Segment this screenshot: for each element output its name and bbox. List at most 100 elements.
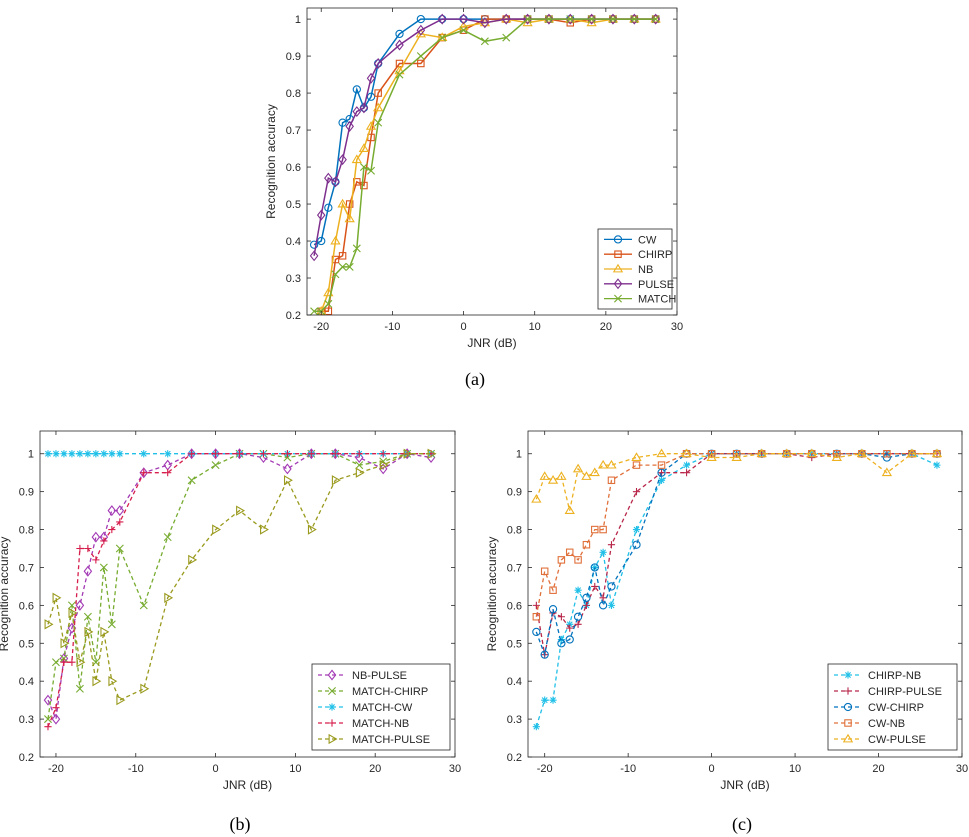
point-cw-chirp: [657, 468, 666, 477]
panel-c: -20 -10 0 10 20 30 0.2 0.3 0.4 0.5 0.6 0.7 0.8 0.9 1 J…: [485, 430, 968, 835]
x-tick-label: -10: [128, 763, 144, 775]
x-tick-label: 30: [956, 763, 968, 775]
point-match-nb: [60, 658, 68, 666]
x-tick-label: 0: [709, 763, 715, 775]
x-tick-label: 20: [872, 763, 884, 775]
point-pulse: [437, 13, 447, 25]
x-tick-label: 0: [460, 321, 466, 333]
point-pulse: [366, 72, 376, 84]
point-match-cw: [100, 450, 108, 458]
point-match-chirp: [187, 476, 196, 485]
point-nb: [522, 17, 533, 27]
point-nb-pulse: [283, 463, 292, 475]
point-cw-nb: [632, 461, 641, 469]
point-pulse: [501, 13, 511, 25]
point-cw-pulse: [881, 467, 893, 477]
legend-label-cw: CW: [638, 234, 657, 246]
point-nb-pulse: [51, 713, 61, 725]
point-match-chirp: [355, 461, 364, 470]
y-tick-label: 0.3: [19, 714, 34, 726]
point-match: [523, 15, 532, 24]
y-tick-label: 0.9: [19, 487, 34, 499]
x-tick-label: 10: [529, 321, 541, 333]
legend-label-cw-nb: CW-NB: [868, 718, 905, 730]
point-match-chirp: [115, 544, 124, 553]
point-match-pulse: [355, 467, 365, 478]
point-match-cw: [164, 450, 172, 458]
point-cw-pulse: [547, 475, 559, 484]
point-match: [608, 15, 617, 24]
y-tick-label: 1: [295, 14, 301, 26]
point-chirp-pulse: [532, 601, 540, 609]
legend-marker-chirp-pulse: [844, 687, 852, 695]
point-chirp-nb: [541, 696, 549, 704]
point-cw-nb: [591, 525, 599, 534]
point-cw-nb: [582, 540, 591, 549]
y-tick-label: 0.9: [286, 51, 301, 63]
legend-label-nb: NB: [638, 264, 653, 276]
x-tick-label: 30: [671, 321, 683, 333]
y-tick-label: 0.4: [19, 676, 34, 688]
point-match-cw: [84, 450, 92, 458]
point-cw-nb: [565, 548, 574, 557]
point-match-nb: [116, 518, 124, 526]
panel-a: -20 -10 0 10 20 30 0.2 0.3 0.4 0.5 0.6 0.7 0.8 0.9 1 J…: [264, 7, 683, 390]
panel-b: -20 -10 0 10 20 30 0.2 0.3 0.4 0.5 0.6 0.7 0.8 0.9 1 J…: [0, 430, 461, 835]
point-cw: [309, 240, 319, 249]
point-nb-pulse: [91, 531, 101, 543]
point-match-pulse: [140, 683, 150, 694]
point-match: [367, 166, 376, 175]
point-chirp-pulse: [557, 613, 565, 621]
point-match: [459, 26, 468, 35]
point-cw-pulse: [931, 448, 943, 458]
x-tick-label: -10: [620, 763, 636, 775]
point-nb-pulse: [139, 467, 149, 479]
legend-marker-nb-pulse: [327, 669, 337, 681]
legend-a: CW CHIRP NB PULSE MATCH: [597, 228, 676, 310]
series-line-nb: [320, 18, 656, 312]
point-cw-pulse: [681, 448, 692, 458]
series-layer-b: [43, 448, 437, 731]
caption-c: (c): [732, 814, 752, 835]
x-tick-label: 30: [449, 763, 461, 775]
point-match-cw: [60, 450, 68, 458]
point-match-pulse: [164, 592, 174, 603]
point-match-nb: [100, 537, 108, 545]
point-pulse: [331, 176, 340, 188]
point-cw-chirp: [598, 601, 608, 610]
point-cw-pulse: [564, 505, 575, 515]
point-match-chirp: [99, 563, 108, 572]
point-chirp: [324, 307, 333, 316]
point-chirp-pulse: [582, 601, 591, 609]
point-nb-pulse: [83, 565, 93, 577]
point-nb: [351, 154, 362, 164]
y-tick-label: 0.6: [286, 162, 301, 174]
legend-marker-match-nb: [328, 719, 336, 727]
point-match-cw: [108, 450, 116, 458]
legend-marker-match: [614, 294, 622, 303]
y-axis-label-c: Recognition accuracy: [485, 537, 499, 652]
point-match-pulse: [100, 626, 110, 638]
x-axis-label-c: JNR (dB): [720, 778, 769, 792]
y-tick-label: 0.8: [507, 525, 522, 537]
series-match-nb: [44, 450, 435, 731]
point-match-nb: [355, 450, 363, 458]
point-match: [438, 33, 447, 42]
point-chirp-nb: [532, 723, 540, 731]
point-match-cw: [116, 450, 124, 458]
point-cw-pulse: [581, 471, 592, 480]
point-chirp-pulse: [607, 541, 616, 549]
point-cw-pulse: [597, 459, 609, 469]
point-match-nb: [52, 704, 60, 712]
x-tick-label: 10: [789, 763, 801, 775]
point-nb-pulse: [115, 505, 125, 517]
point-chirp-nb: [632, 525, 641, 534]
legend-marker-match-pulse: [328, 733, 338, 745]
point-chirp-pulse: [632, 488, 641, 496]
point-nb: [365, 121, 377, 130]
point-nb-pulse: [307, 448, 316, 460]
legend-marker-chirp: [614, 250, 622, 258]
point-match-cw: [52, 450, 60, 458]
point-pulse: [395, 39, 404, 51]
point-match-pulse: [52, 592, 62, 603]
